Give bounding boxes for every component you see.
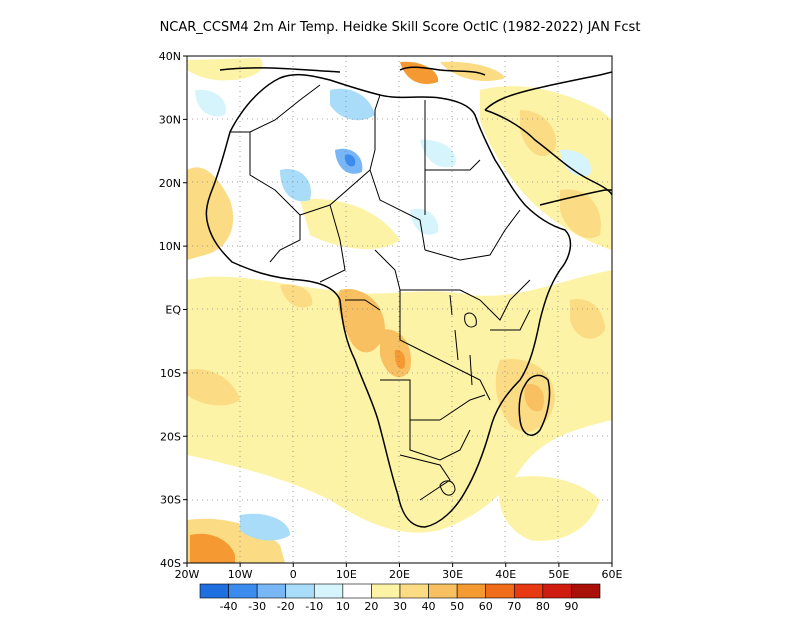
colorbar-label: 80 [536, 600, 550, 613]
colorbar-label: 20 [364, 600, 378, 613]
colorbar-label: 40 [422, 600, 436, 613]
colorbar-swatch [456, 583, 487, 599]
colorbar-swatch [199, 583, 229, 599]
colorbar-swatch [313, 583, 344, 599]
chart-title: NCAR_CCSM4 2m Air Temp. Heidke Skill Sco… [159, 20, 641, 35]
x-tick-label: 10W [228, 568, 253, 581]
colorbar-label: 30 [393, 600, 407, 613]
colorbar-swatch [228, 583, 258, 599]
x-axis: 20W 10W 0 10E 20E 30E 40E 50E 60E [175, 563, 623, 581]
y-axis: 40N 30N 20N 10N EQ 10S 20S 30S 40S [159, 50, 187, 570]
colorbar-swatch [542, 583, 572, 599]
colorbar-label: -30 [248, 600, 266, 613]
colorbar-swatch [428, 583, 458, 599]
x-tick-label: 20E [389, 568, 410, 581]
colorbar-swatch [342, 583, 372, 599]
colorbar-label: -40 [220, 600, 238, 613]
colorbar-swatch [371, 583, 401, 599]
y-tick-label: EQ [165, 304, 181, 317]
colorbar-label: 70 [507, 600, 521, 613]
colorbar-label: 60 [479, 600, 493, 613]
colorbar-swatch [513, 583, 544, 599]
x-tick-label: 0 [290, 568, 297, 581]
y-tick-label: 10S [160, 367, 181, 380]
y-tick-label: 40S [160, 557, 181, 570]
colorbar-swatch [256, 583, 287, 599]
x-tick-label: 40E [495, 568, 516, 581]
country-borders [230, 84, 531, 501]
colorbar-swatch [399, 583, 429, 599]
colorbar-swatch [571, 583, 601, 599]
x-tick-label: 60E [602, 568, 623, 581]
y-tick-label: 40N [159, 50, 181, 63]
x-tick-label: 20W [175, 568, 200, 581]
x-tick-label: 10E [336, 568, 357, 581]
y-tick-label: 10N [159, 240, 181, 253]
x-tick-label: 30E [442, 568, 463, 581]
y-tick-label: 20N [159, 177, 181, 190]
colorbar-swatch [485, 583, 515, 599]
colorbar-label: 50 [450, 600, 464, 613]
colorbar-label: 90 [564, 600, 578, 613]
colorbar: -40 -30 -20 -10 10 20 30 40 50 60 70 80 90 [199, 583, 601, 613]
colorbar-label: -20 [277, 600, 295, 613]
y-tick-label: 20S [160, 430, 181, 443]
y-tick-label: 30S [160, 494, 181, 507]
x-tick-label: 50E [548, 568, 569, 581]
colorbar-label: 10 [336, 600, 350, 613]
colorbar-label: -10 [305, 600, 323, 613]
coastline [205, 66, 612, 528]
y-tick-label: 30N [159, 113, 181, 126]
lakes [449, 294, 477, 386]
colorbar-swatch [285, 583, 315, 599]
grid-lines [187, 56, 612, 563]
